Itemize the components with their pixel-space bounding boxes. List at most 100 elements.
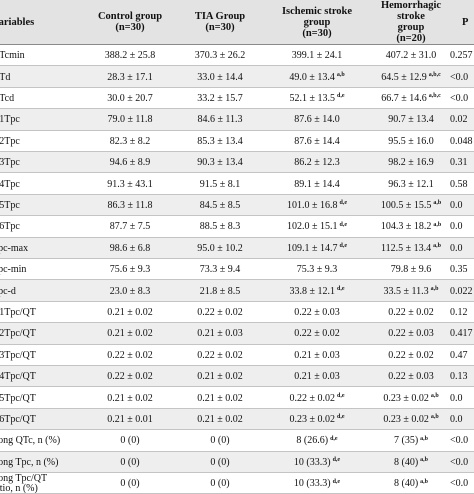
hemorrhagic-cell: 0.22 ± 0.02 [356, 345, 466, 366]
ischemic-cell: 86.2 ± 12.3 [262, 152, 372, 173]
p-value-cell: 0.35 [450, 259, 474, 280]
hemorrhagic-cell-superscript: a,b [420, 435, 428, 442]
p-value-cell-text: 0.0 [450, 242, 463, 254]
ischemic-cell: 87.6 ± 14.4 [262, 131, 372, 152]
p-value-cell: <0.0 [450, 88, 474, 109]
row-divider [0, 450, 474, 452]
table-row: Long Tpc/QT ratio, n (%) 0 (0) 0 (0) 10 (33… [0, 473, 474, 494]
tia-cell: 91.5 ± 8.1 [170, 173, 270, 194]
ischemic-cell: 52.1 ± 13.5 d,e [262, 88, 372, 109]
ischemic-cell-text: 75.3 ± 9.3 [296, 264, 338, 276]
p-value-cell: 0.0 [450, 409, 474, 430]
control-cell: 0.22 ± 0.02 [80, 345, 180, 366]
row-divider [0, 386, 474, 388]
control-cell: 0.22 ± 0.02 [80, 366, 180, 387]
hemorrhagic-cell-superscript: a,b [433, 221, 442, 228]
control-cell-text: 0 (0) [120, 456, 140, 468]
ischemic-cell-text: 0.21 ± 0.03 [294, 349, 340, 361]
p-value-cell-text: <0.0 [450, 71, 469, 83]
p-value-cell: 0.0 [450, 195, 474, 216]
hemorrhagic-cell-text: 7 (35) [393, 435, 419, 447]
variable-cell: Long Tpc, n (%) [0, 452, 72, 473]
hemorrhagic-cell: 112.5 ± 13.4 a,b [356, 238, 466, 259]
row-divider [0, 322, 474, 324]
control-cell-text: 98.6 ± 6.8 [109, 242, 151, 254]
hemorrhagic-cell-text: 98.2 ± 16.9 [388, 157, 434, 169]
hemorrhagic-cell-superscript: a,b [430, 414, 439, 421]
variable-cell-text: QTd [0, 71, 11, 83]
control-cell-text: 87.7 ± 7.5 [109, 221, 151, 233]
control-cell-text: 94.6 ± 8.9 [109, 157, 151, 169]
table-header: Variables Control group (n=30) TIA Group (… [0, 0, 474, 45]
hemorrhagic-cell-text: 0.22 ± 0.02 [388, 306, 434, 318]
ischemic-cell: 0.23 ± 0.02 d,e [262, 409, 372, 430]
hemorrhagic-cell-text: 8 (40) [393, 456, 419, 468]
p-value-cell-text: 0.257 [450, 50, 473, 62]
hemorrhagic-cell-superscript: a,b [420, 478, 428, 485]
row-divider [0, 300, 474, 302]
tia-cell: 0.22 ± 0.02 [170, 345, 270, 366]
control-cell: 86.3 ± 11.8 [80, 195, 180, 216]
p-value-cell: 0.31 [450, 152, 474, 173]
variable-cell: V1Tpc/QT [0, 302, 72, 323]
hemorrhagic-cell-superscript: a,b [433, 243, 441, 250]
control-cell-text: 75.6 ± 9.3 [109, 264, 151, 276]
tia-cell-text: 84.6 ± 11.3 [197, 114, 243, 126]
control-cell: 87.7 ± 7.5 [80, 216, 180, 237]
tia-cell: 33.2 ± 15.7 [170, 88, 270, 109]
hemorrhagic-cell: 33.5 ± 11.3 a,b [356, 280, 466, 301]
control-cell-text: 0.21 ± 0.02 [107, 306, 153, 318]
tia-cell-text: 0.21 ± 0.02 [197, 392, 243, 404]
table-row: V3Tpc/QT 0.22 ± 0.02 0.22 ± 0.02 0.21 ± 0.0… [0, 345, 474, 366]
hemorrhagic-cell-text: 33.5 ± 11.3 [383, 285, 429, 297]
p-value-cell-text: <0.0 [450, 435, 469, 447]
variable-cell: V2Tpc/QT [0, 323, 72, 344]
control-cell-text: 0.21 ± 0.01 [107, 413, 153, 425]
hemorrhagic-cell-text: 0.22 ± 0.03 [388, 371, 434, 383]
hemorrhagic-cell: 0.22 ± 0.03 [356, 366, 466, 387]
table-row: QTcmin 388.2 ± 25.8 370.3 ± 26.2 399.1 ± 24… [0, 45, 474, 67]
hemorrhagic-cell: 79.8 ± 9.6 [356, 259, 466, 280]
row-divider [0, 343, 474, 345]
hemorrhagic-cell: 0.22 ± 0.02 [356, 302, 466, 323]
tia-cell: 0 (0) [170, 430, 270, 451]
variable-cell: Tpc-max [0, 238, 72, 259]
row-divider [0, 236, 474, 238]
tia-cell: 84.6 ± 11.3 [170, 109, 270, 130]
control-cell: 0 (0) [80, 430, 180, 451]
tia-cell: 0.21 ± 0.02 [170, 366, 270, 387]
hemorrhagic-cell-text: 64.5 ± 12.9 [381, 71, 427, 83]
table-row: QTd28.3 ± 17.133.0 ± 14.449.0 ± 13.4a,b6… [0, 66, 474, 88]
ischemic-cell-superscript: d,e [332, 478, 341, 485]
variable-cell: V6Tpc/QT [0, 409, 72, 430]
ischemic-cell-text: 0.22 ± 0.03 [294, 306, 340, 318]
p-value-cell: 0.58 [450, 173, 474, 194]
variable-cell-text: Long Tpc/QT ratio, n (%) [0, 472, 48, 494]
ischemic-cell: 10 (33.3) d,e [262, 452, 372, 473]
tia-cell: 0.21 ± 0.02 [170, 387, 270, 408]
ischemic-cell: 0.22 ± 0.02 [262, 323, 372, 344]
control-cell: 28.3 ± 17.1 [80, 66, 180, 87]
ischemic-cell-text: 89.1 ± 14.4 [294, 178, 340, 190]
tia-cell-text: 0 (0) [210, 478, 230, 490]
row-divider [0, 172, 474, 174]
variable-cell: V3Tpc/QT [0, 345, 72, 366]
p-value-cell-text: 0.13 [450, 371, 468, 383]
p-value-cell-text: <0.0 [450, 92, 469, 104]
hemorrhagic-cell: 90.7 ± 13.4 [356, 109, 466, 130]
variable-cell: Long Tpc/QT ratio, n (%) [0, 473, 72, 494]
control-cell-text: 0 (0) [120, 435, 140, 447]
ischemic-cell-text: 49.0 ± 13.4 [289, 71, 335, 83]
variable-cell: QTd [0, 66, 72, 87]
control-cell-text: 79.0 ± 11.8 [107, 114, 153, 126]
hemorrhagic-cell-text: 407.2 ± 31.0 [385, 50, 437, 62]
tia-cell-text: 73.3 ± 9.4 [199, 264, 241, 276]
ischemic-cell: 89.1 ± 14.4 [262, 173, 372, 194]
tia-cell: 21.8 ± 8.5 [170, 280, 270, 301]
variable-cell-text: V5Tpc/QT [0, 392, 36, 404]
row-divider [0, 193, 474, 195]
ischemic-cell-superscript: d,e [337, 286, 345, 293]
hemorrhagic-cell: 8 (40) a,b [356, 452, 466, 473]
hemorrhagic-cell: 95.5 ± 16.0 [356, 131, 466, 152]
